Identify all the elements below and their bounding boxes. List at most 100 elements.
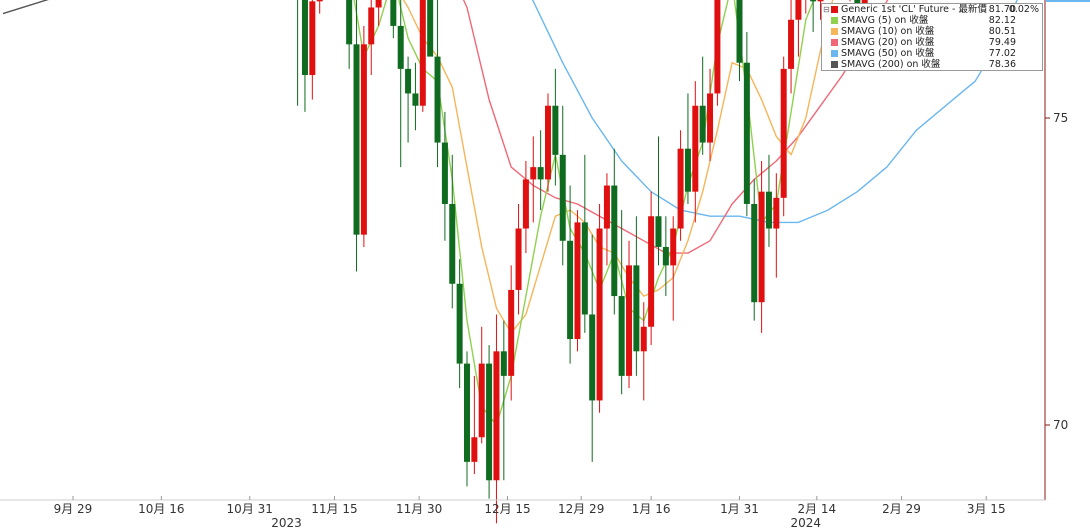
candle-body (567, 240, 574, 340)
candle-body (530, 167, 537, 180)
candle (611, 148, 618, 315)
legend-change-price: 0.02% (1008, 4, 1039, 15)
candle (297, 0, 299, 106)
last-value-labels: 82.1281.7080.5179.4978.3677.02 (1046, 0, 1090, 2)
candle-body (500, 351, 507, 376)
candle-body (456, 283, 463, 364)
sma-5-line (353, 0, 815, 426)
candle-body (537, 167, 544, 180)
legend-value-sma5: 82.12 (988, 15, 1016, 26)
candle-body (633, 265, 640, 352)
candle-body (427, 0, 434, 57)
candle (707, 68, 714, 161)
candle (530, 136, 537, 223)
legend-swatch-sma50 (831, 50, 838, 57)
candle (596, 203, 603, 413)
candle (301, 0, 308, 112)
legend-label-sma50: SMAVG (50) on 收盤 (841, 48, 935, 59)
candle-body (780, 68, 787, 198)
candle (515, 203, 522, 315)
candle (714, 0, 721, 106)
candle-body (552, 105, 559, 155)
candle-body (648, 216, 655, 327)
candle (397, 0, 404, 168)
candle-body (795, 0, 802, 20)
legend-value-sma50: 77.02 (988, 48, 1016, 59)
candle (309, 0, 316, 100)
candle-body (677, 148, 684, 229)
candle-body (751, 203, 758, 303)
candle (640, 302, 647, 401)
candle (743, 32, 750, 217)
candle-body (441, 142, 448, 204)
candle (765, 154, 772, 247)
candle (508, 265, 515, 401)
candle-body (618, 296, 625, 376)
candle-body (788, 19, 795, 69)
candle-body (522, 179, 529, 229)
candle (316, 0, 323, 14)
candle (780, 56, 787, 217)
year-label: 2024 (791, 516, 822, 530)
candle-body (309, 1, 316, 76)
candle-body (301, 0, 308, 76)
candle (537, 130, 544, 211)
candle-body (736, 0, 743, 63)
candle (463, 351, 470, 487)
x-tick-label: 10月 16 (138, 502, 184, 516)
candle (405, 56, 412, 143)
candle (849, 0, 851, 2)
candle-body (603, 185, 610, 229)
candle-body (412, 93, 419, 106)
candle (788, 0, 795, 94)
x-tick-label: 12月 29 (558, 502, 604, 516)
candle (346, 0, 353, 69)
candle-body (493, 351, 500, 481)
x-tick-label: 1月 16 (632, 502, 671, 516)
candle (375, 0, 382, 26)
candle-body (714, 0, 721, 94)
legend-label-price: Generic 1st 'CL' Future - 最新價 (841, 4, 987, 15)
candle (589, 234, 596, 462)
candle (427, 0, 434, 57)
candlesticks (297, 0, 868, 524)
candle-body (655, 216, 662, 247)
candle (478, 326, 485, 444)
candle-body (640, 326, 647, 352)
candle-body (662, 246, 669, 266)
candle (567, 185, 574, 364)
candle (662, 216, 669, 297)
x-tick-label: 2月 29 (882, 502, 921, 516)
candle (368, 0, 375, 76)
candle (353, 0, 360, 272)
candle-body (670, 228, 677, 266)
x-tick-label: 3月 15 (967, 502, 1006, 516)
candle (618, 210, 625, 395)
legend-row-sma5: SMAVG (5) on 收盤 82.12 (822, 15, 1042, 26)
legend-label-sma5: SMAVG (5) on 收盤 (841, 15, 929, 26)
candle (773, 173, 780, 278)
candle-body (419, 0, 426, 106)
legend-row-sma20: SMAVG (20) on 收盤 79.49 (822, 37, 1042, 48)
legend-row-price: ⊟ Generic 1st 'CL' Future - 最新價 81.70 0.… (822, 4, 1042, 15)
candle (758, 160, 765, 333)
legend-value-sma20: 79.49 (988, 37, 1016, 48)
candle (626, 240, 633, 389)
last-value-box (1046, 0, 1090, 2)
candle-body (743, 62, 750, 204)
legend-swatch-sma20 (831, 39, 838, 46)
legend: ⊟ Generic 1st 'CL' Future - 最新價 81.70 0.… (821, 3, 1043, 71)
candle (817, 0, 824, 20)
candle-body (390, 0, 397, 26)
candle (552, 68, 559, 186)
candle-body (368, 7, 375, 45)
collapse-icon[interactable]: ⊟ (823, 5, 830, 14)
legend-value-price: 81.70 (988, 4, 1016, 15)
y-tick-label: 75 (1053, 111, 1068, 125)
candle-body (707, 93, 714, 143)
candle (699, 56, 706, 155)
candle (805, 0, 807, 14)
candle-body (360, 44, 367, 235)
candle-body (810, 0, 817, 2)
